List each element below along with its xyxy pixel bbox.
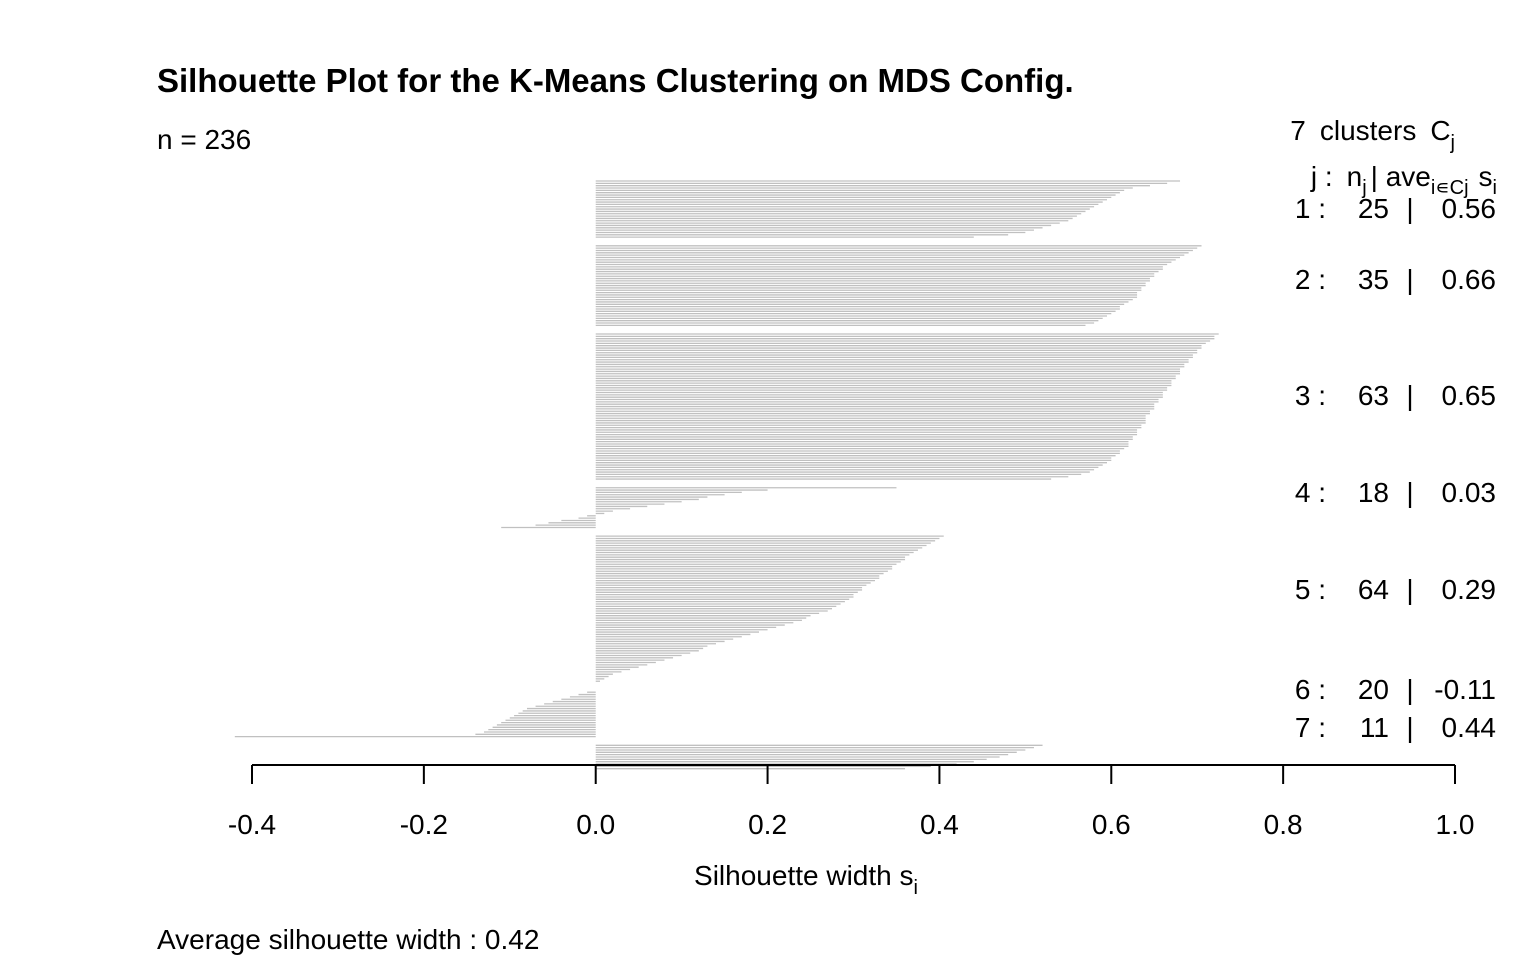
legend-row-6-j: 6 : — [1295, 674, 1326, 705]
legend-row-5-sep: | — [1406, 574, 1413, 605]
legend-row-3-n: 63 — [1358, 380, 1389, 411]
legend-header-symbol-sub: j — [1450, 132, 1455, 154]
legend-columns: j : nj | avei∊Cj si — [1310, 161, 1497, 199]
legend-row-5-ave: 0.29 — [1442, 574, 1497, 605]
silhouette-bars — [234, 180, 1219, 770]
legend-row-4-ave: 0.03 — [1442, 477, 1497, 508]
x-tick-label-2: -0.2 — [400, 809, 448, 840]
legend-col-n-sub: j — [1361, 177, 1366, 199]
x-tick-label-8: 1.0 — [1436, 809, 1475, 840]
legend-col-s: s — [1479, 161, 1493, 192]
legend-row-1-ave: 0.56 — [1442, 193, 1497, 224]
legend-row-7-j: 7 : — [1295, 712, 1326, 743]
legend-row-1-sep: | — [1406, 193, 1413, 224]
x-axis: -0.4 -0.2 0.0 0.2 0.4 0.6 0.8 1.0 — [228, 764, 1475, 840]
legend-row-5-j: 5 : — [1295, 574, 1326, 605]
n-label: n = 236 — [157, 124, 251, 155]
x-tick-label-7: 0.8 — [1264, 809, 1303, 840]
legend-row-3-sep: | — [1406, 380, 1413, 411]
legend-row-4-j: 4 : — [1295, 477, 1326, 508]
legend-row-5-n: 64 — [1358, 574, 1389, 605]
legend-header: 7 clusters Cj — [1290, 115, 1455, 154]
x-axis-label: Silhouette width si — [694, 860, 918, 899]
legend-row-2-j: 2 : — [1295, 264, 1326, 295]
legend-row-7-n: 11 — [1360, 712, 1389, 743]
average-silhouette-width: Average silhouette width : 0.42 — [157, 924, 539, 955]
legend-col-n: n — [1347, 161, 1363, 192]
x-tick-label-3: 0.0 — [576, 809, 615, 840]
x-tick-label-4: 0.2 — [748, 809, 787, 840]
legend-col-j: j : — [1310, 161, 1333, 192]
x-axis-label-sub: i — [914, 877, 918, 899]
legend-col-s-sub: i — [1493, 177, 1497, 199]
legend-row-3-ave: 0.65 — [1442, 380, 1497, 411]
legend-row-2-sep: | — [1406, 264, 1413, 295]
legend-header-symbol: C — [1430, 115, 1450, 146]
legend-row-4-sep: | — [1406, 477, 1413, 508]
legend-row-2-ave: 0.66 — [1442, 264, 1497, 295]
legend-row-6-sep: | — [1406, 674, 1413, 705]
legend-col-ave-sub: i∊Cj — [1431, 177, 1469, 199]
legend-row-7-ave: 0.44 — [1442, 712, 1497, 743]
legend-col-ave: | ave — [1371, 161, 1431, 192]
legend-header-count: 7 — [1290, 115, 1306, 146]
x-axis-label-text: Silhouette width s — [694, 860, 913, 891]
legend-row-6-ave: -0.11 — [1434, 674, 1496, 705]
legend-row-1-n: 25 — [1358, 193, 1389, 224]
legend-row-6-n: 20 — [1358, 674, 1389, 705]
legend-header-text: clusters — [1320, 115, 1416, 146]
legend-row-2-n: 35 — [1358, 264, 1389, 295]
chart-title: Silhouette Plot for the K-Means Clusteri… — [157, 62, 1074, 99]
legend-row-4-n: 18 — [1358, 477, 1389, 508]
legend-rows: 1 : 25 | 0.56 2 : 35 | 0.66 3 : 63 | 0.65 4 : 18 | 0.03… — [1295, 193, 1496, 743]
legend-row-1-j: 1 : — [1295, 193, 1326, 224]
legend-row-7-sep: | — [1406, 712, 1413, 743]
x-tick-label-5: 0.4 — [920, 809, 959, 840]
x-tick-label-1: -0.4 — [228, 809, 276, 840]
legend-row-3-j: 3 : — [1295, 380, 1326, 411]
x-tick-label-6: 0.6 — [1092, 809, 1131, 840]
